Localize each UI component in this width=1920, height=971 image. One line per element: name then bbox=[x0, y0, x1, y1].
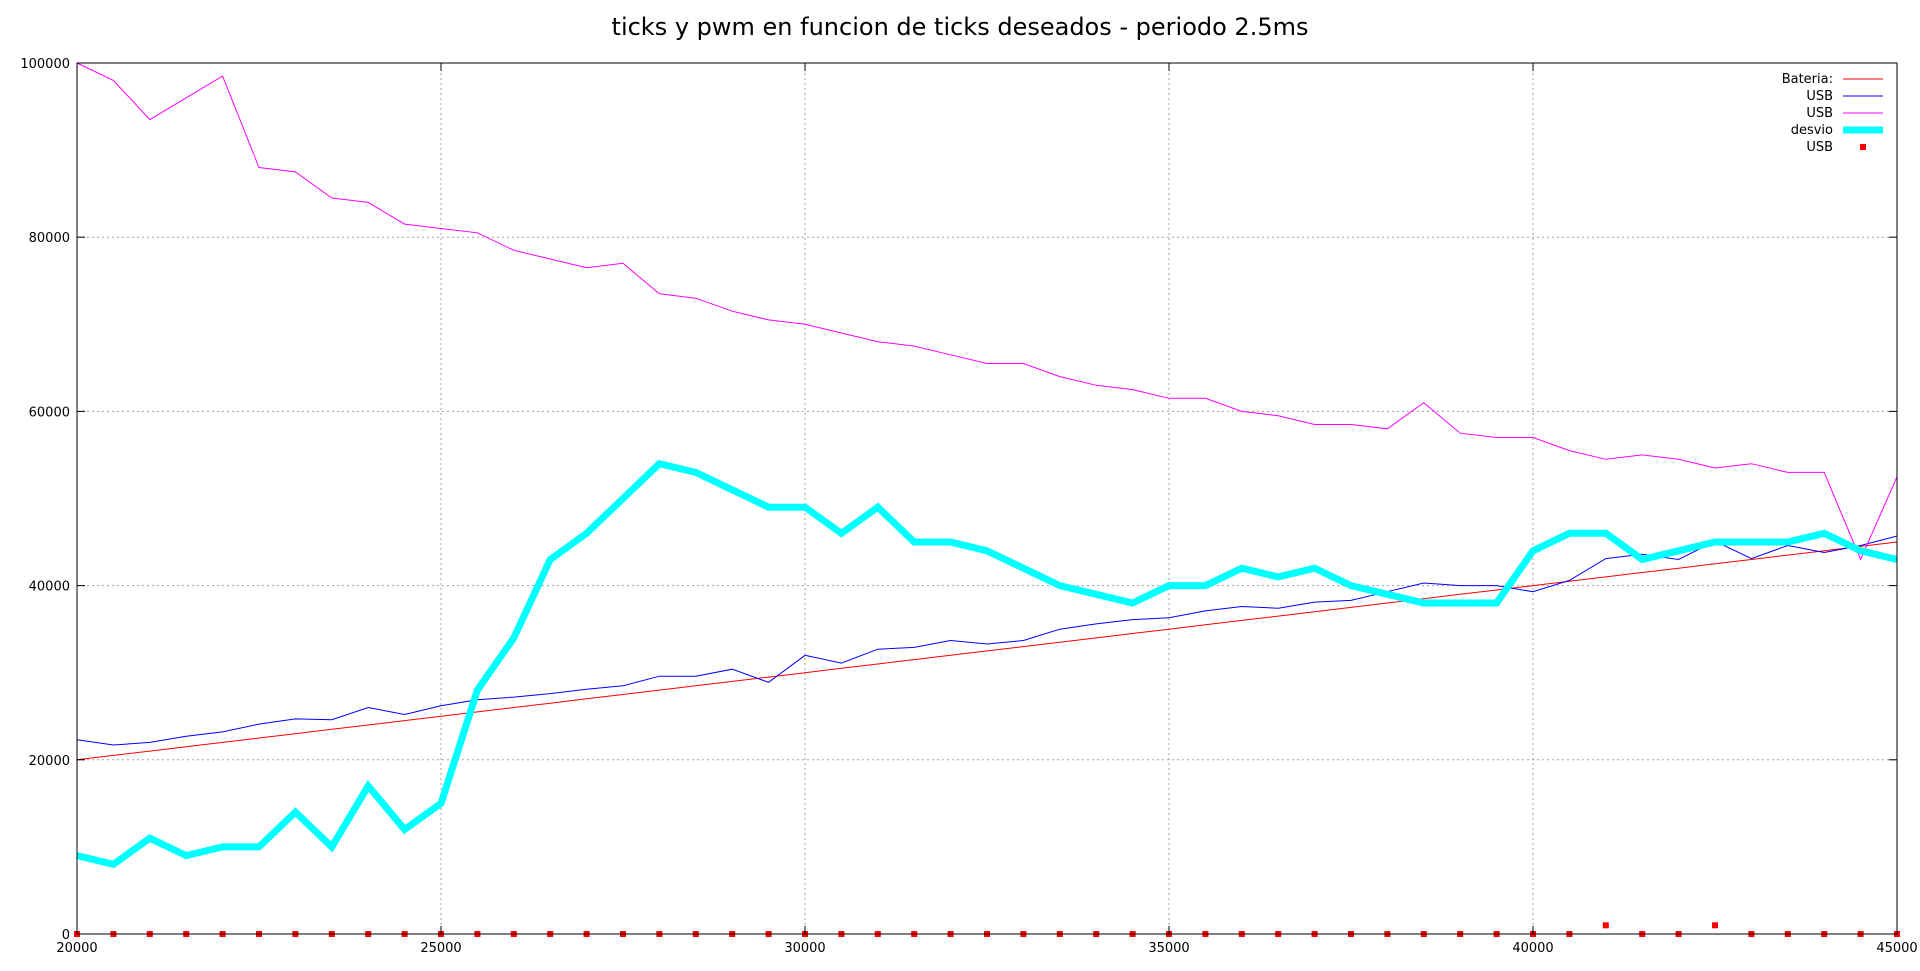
x-tick-label: 45000 bbox=[1876, 941, 1917, 956]
legend-item: USB bbox=[1806, 106, 1883, 121]
plot-frame bbox=[76, 62, 1898, 935]
grid-layer bbox=[77, 63, 1897, 934]
series-0 bbox=[76, 541, 1898, 761]
legend-item: Bateria: bbox=[1782, 72, 1883, 87]
y-tick-label: 40000 bbox=[29, 580, 70, 595]
series-1 bbox=[76, 535, 1898, 746]
y-tick-label: 100000 bbox=[20, 57, 70, 72]
series-line bbox=[76, 459, 1898, 869]
ticks-layer: 20000 25000 30000 35000 40000 450000200004000… bbox=[20, 57, 1917, 956]
series-layer bbox=[74, 62, 1900, 937]
series-2 bbox=[76, 62, 1898, 561]
legend-item: USB bbox=[1806, 89, 1883, 104]
legend-label: USB bbox=[1806, 106, 1833, 121]
x-tick-label: 25000 bbox=[420, 941, 461, 956]
y-tick-label: 80000 bbox=[29, 231, 70, 246]
x-tick-label: 30000 bbox=[784, 941, 825, 956]
legend-label: Bateria: bbox=[1782, 72, 1833, 87]
y-tick-label: 0 bbox=[62, 928, 70, 943]
series-3 bbox=[76, 459, 1898, 869]
x-tick-label: 35000 bbox=[1148, 941, 1189, 956]
legend-item: USB bbox=[1806, 140, 1866, 155]
x-tick-label: 40000 bbox=[1512, 941, 1553, 956]
legend-label: desvio bbox=[1791, 123, 1833, 138]
chart-title: ticks y pwm en funcion de ticks deseados… bbox=[612, 13, 1309, 41]
series-line bbox=[76, 62, 1898, 561]
legend-swatch bbox=[1860, 144, 1866, 150]
series-line bbox=[76, 541, 1898, 761]
series-4 bbox=[74, 922, 1900, 937]
legend-item: desvio bbox=[1791, 123, 1883, 138]
legend: Bateria: USB USB desvio USB bbox=[1782, 72, 1883, 155]
x-tick-label: 20000 bbox=[56, 941, 97, 956]
data-point bbox=[1602, 922, 1609, 929]
legend-label: USB bbox=[1806, 89, 1833, 104]
data-point bbox=[1712, 922, 1718, 929]
y-tick-label: 60000 bbox=[29, 405, 70, 420]
y-tick-label: 20000 bbox=[29, 754, 70, 769]
legend-label: USB bbox=[1806, 140, 1833, 155]
series-line bbox=[76, 535, 1898, 746]
